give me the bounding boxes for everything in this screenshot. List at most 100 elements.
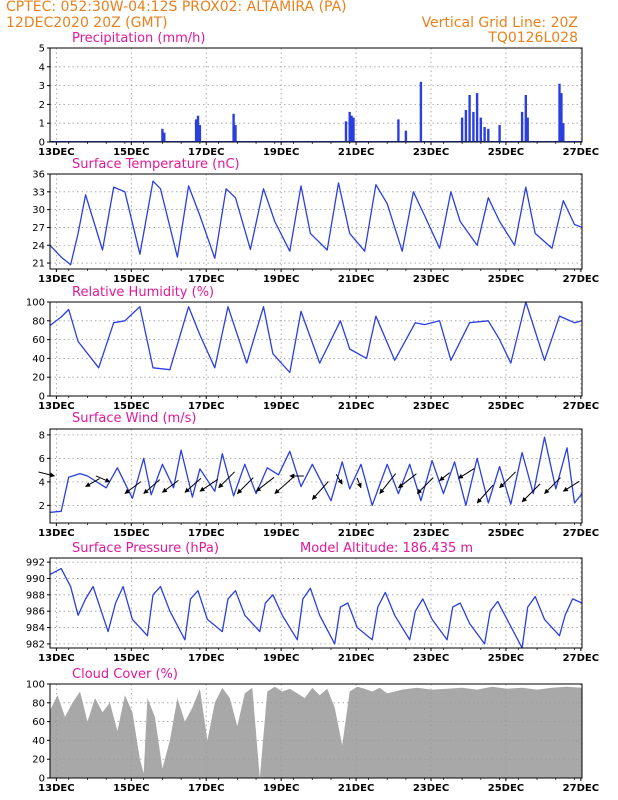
precipitation-ytick-label: 2 bbox=[39, 100, 45, 111]
precip-bar bbox=[524, 95, 527, 142]
wind-arrow bbox=[544, 477, 561, 494]
cloud-xtick-label: 27DEC bbox=[563, 783, 599, 794]
pressure-xtick-label: 23DEC bbox=[413, 653, 449, 664]
wind-xtick-label: 27DEC bbox=[563, 528, 599, 539]
wind-ytick-label: 8 bbox=[39, 430, 45, 441]
wind-arrow bbox=[255, 476, 275, 492]
humidity-ytick-label: 20 bbox=[32, 373, 45, 384]
pressure-title: Surface Pressure (hPa) bbox=[72, 541, 219, 556]
wind-arrow bbox=[416, 477, 434, 494]
wind-series-line bbox=[49, 436, 583, 514]
wind-arrow bbox=[521, 483, 541, 503]
wind-ytick-label: 2 bbox=[39, 501, 45, 512]
humidity-title: Relative Humidity (%) bbox=[72, 285, 214, 300]
precip-bar bbox=[161, 128, 164, 142]
cloud-ytick-label: 40 bbox=[32, 736, 45, 747]
temperature-xtick-label: 19DEC bbox=[263, 274, 299, 285]
temperature-xtick-label: 13DEC bbox=[38, 274, 74, 285]
precip-bar bbox=[352, 117, 355, 142]
precip-bar bbox=[397, 119, 400, 142]
wind-arrow bbox=[124, 481, 142, 495]
precipitation-xtick-label: 13DEC bbox=[38, 147, 74, 158]
precipitation-xtick-label: 27DEC bbox=[563, 147, 599, 158]
humidity-xtick-label: 15DEC bbox=[113, 401, 149, 412]
pressure-xtick-label: 27DEC bbox=[563, 653, 599, 664]
pressure-series-line bbox=[49, 567, 583, 649]
header-station: CPTEC: 052:30W-04:12S PROX02: ALTAMIRA (… bbox=[6, 0, 347, 15]
humidity-series-line bbox=[49, 301, 583, 374]
humidity-ytick-label: 0 bbox=[39, 392, 45, 403]
pressure-panel: 982 984 986 988 990 992 13DEC 15DEC 17DEC 19DEC 21… bbox=[26, 541, 599, 664]
wind-ytick-label: 4 bbox=[39, 477, 45, 488]
cloud-ytick-label: 20 bbox=[32, 755, 45, 766]
cloud-ytick-label: 0 bbox=[39, 774, 45, 785]
wind-xtick-label: 17DEC bbox=[188, 528, 224, 539]
temperature-xtick-label: 27DEC bbox=[563, 274, 599, 285]
header-model-code: TQ0126L028 bbox=[488, 30, 578, 46]
pressure-ytick-label: 990 bbox=[26, 574, 45, 585]
precip-bar bbox=[468, 95, 471, 142]
precip-bar bbox=[196, 115, 200, 142]
pressure-xtick-label: 17DEC bbox=[188, 653, 224, 664]
precipitation-ytick-label: 4 bbox=[39, 62, 45, 73]
precipitation-plot-area bbox=[50, 48, 582, 142]
cloud-xtick-label: 19DEC bbox=[263, 783, 299, 794]
precip-bar bbox=[526, 117, 529, 142]
temperature-title: Surface Temperature (nC) bbox=[72, 157, 240, 172]
pressure-xtick-label: 19DEC bbox=[263, 653, 299, 664]
cloud-xtick-label: 23DEC bbox=[413, 783, 449, 794]
pressure-ytick-label: 986 bbox=[26, 607, 45, 618]
pressure-subtitle: Model Altitude: 186.435 m bbox=[300, 541, 473, 556]
humidity-xtick-label: 21DEC bbox=[338, 401, 374, 412]
cloud-ytick-label: 80 bbox=[32, 698, 45, 709]
precip-bar bbox=[198, 125, 202, 142]
precip-bar bbox=[479, 117, 482, 142]
humidity-ytick-label: 80 bbox=[32, 316, 45, 327]
humidity-xtick-label: 17DEC bbox=[188, 401, 224, 412]
wind-arrow bbox=[379, 473, 397, 494]
wind-xtick-label: 19DEC bbox=[263, 528, 299, 539]
wind-arrow bbox=[356, 477, 362, 489]
precipitation-panel: 0 1 2 3 4 5 13DEC 15DEC 17DEC 19DEC 21DEC 23DEC 25DE… bbox=[38, 31, 599, 158]
precip-bar bbox=[562, 123, 565, 142]
pressure-ytick-label: 984 bbox=[26, 623, 45, 634]
temperature-ytick-label: 21 bbox=[32, 259, 45, 270]
wind-xtick-label: 25DEC bbox=[488, 528, 524, 539]
humidity-xtick-label: 23DEC bbox=[413, 401, 449, 412]
temperature-xtick-label: 25DEC bbox=[488, 274, 524, 285]
precip-bar bbox=[404, 130, 408, 142]
precip-bar bbox=[194, 119, 198, 142]
precipitation-xtick-label: 23DEC bbox=[413, 147, 449, 158]
wind-arrow bbox=[439, 472, 450, 482]
precip-bar bbox=[419, 81, 423, 142]
header-datetime: 12DEC2020 20Z (GMT) bbox=[6, 15, 168, 31]
wind-arrow bbox=[199, 478, 219, 492]
pressure-ytick-label: 992 bbox=[26, 558, 45, 569]
cloud-cover-area bbox=[50, 686, 582, 778]
precip-bar bbox=[350, 115, 353, 142]
temperature-xtick-label: 21DEC bbox=[338, 274, 374, 285]
pressure-ytick-label: 982 bbox=[26, 639, 45, 650]
wind-xtick-label: 13DEC bbox=[38, 528, 74, 539]
cloud-xtick-label: 17DEC bbox=[188, 783, 224, 794]
temperature-xtick-label: 17DEC bbox=[188, 274, 224, 285]
wind-arrow bbox=[236, 477, 254, 494]
cloud-ytick-label: 60 bbox=[32, 717, 45, 728]
temperature-plot-area bbox=[50, 174, 582, 269]
wind-arrow bbox=[476, 484, 494, 504]
wind-arrow bbox=[218, 471, 235, 489]
wind-arrow bbox=[95, 475, 111, 483]
wind-xtick-label: 15DEC bbox=[113, 528, 149, 539]
pressure-xtick-label: 25DEC bbox=[488, 653, 524, 664]
wind-arrow bbox=[184, 478, 202, 493]
humidity-ytick-label: 60 bbox=[32, 335, 45, 346]
pressure-xtick-label: 13DEC bbox=[38, 653, 74, 664]
wind-xtick-label: 23DEC bbox=[413, 528, 449, 539]
precip-bar bbox=[348, 111, 351, 142]
humidity-xtick-label: 25DEC bbox=[488, 401, 524, 412]
temperature-ytick-label: 33 bbox=[32, 187, 45, 198]
wind-arrow bbox=[562, 480, 580, 492]
humidity-plot-area bbox=[50, 302, 582, 396]
cloud-xtick-label: 13DEC bbox=[38, 783, 74, 794]
cloud-xtick-label: 15DEC bbox=[113, 783, 149, 794]
